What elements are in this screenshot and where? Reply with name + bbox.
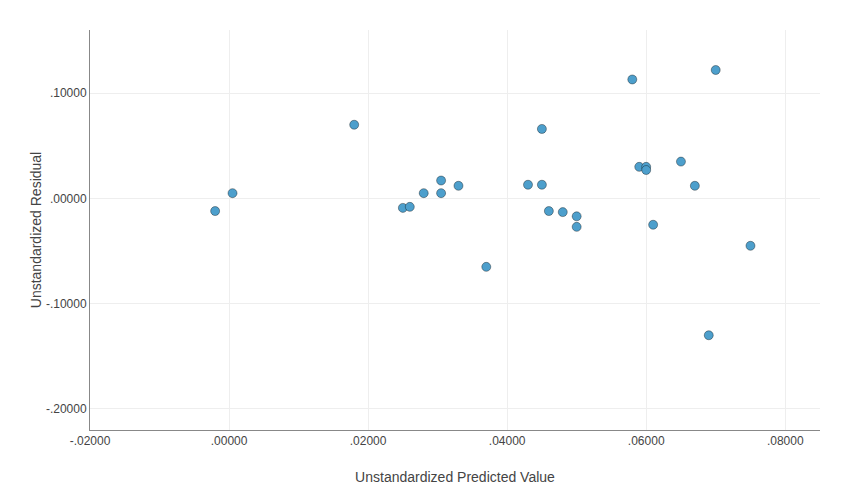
svg-text:-.10000: -.10000	[46, 297, 87, 311]
svg-text:-.20000: -.20000	[46, 402, 87, 416]
svg-text:.00000: .00000	[50, 192, 87, 206]
svg-text:.00000: .00000	[211, 434, 248, 448]
svg-text:-.02000: -.02000	[70, 434, 111, 448]
svg-text:.04000: .04000	[489, 434, 526, 448]
svg-text:.10000: .10000	[50, 86, 87, 100]
svg-text:.08000: .08000	[767, 434, 804, 448]
svg-text:Unstandardized Predicted Value: Unstandardized Predicted Value	[355, 469, 555, 485]
svg-text:.02000: .02000	[350, 434, 387, 448]
svg-text:.06000: .06000	[628, 434, 665, 448]
svg-text:Unstandardized Residual: Unstandardized Residual	[28, 152, 44, 308]
